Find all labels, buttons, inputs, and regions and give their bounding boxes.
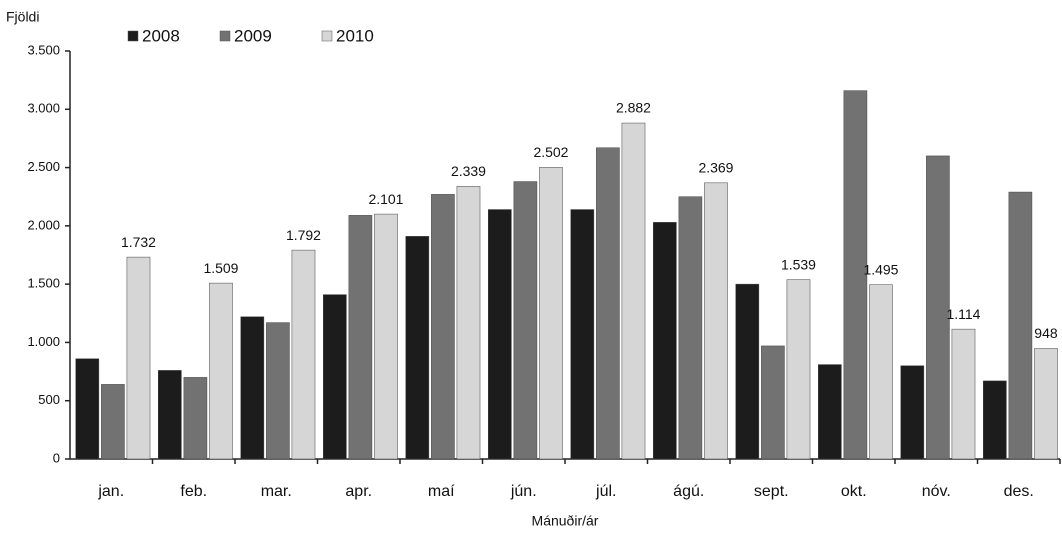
bar <box>323 294 347 460</box>
legend-swatch <box>127 30 139 42</box>
bar <box>786 279 811 460</box>
x-tick-label: maí <box>428 483 455 500</box>
bar <box>843 90 868 460</box>
legend-swatch <box>219 30 231 42</box>
bar <box>1008 191 1033 460</box>
bar <box>704 182 728 460</box>
data-label: 2.882 <box>616 100 651 116</box>
y-tick-label: 3.500 <box>27 42 60 57</box>
bar <box>158 370 182 460</box>
y-tick-label: 0 <box>53 450 60 465</box>
data-label: 1.539 <box>781 256 816 272</box>
bar <box>513 181 538 460</box>
data-label: 948 <box>1034 325 1058 341</box>
bar <box>761 345 785 460</box>
data-label: 1.114 <box>946 306 980 322</box>
bar <box>75 358 100 460</box>
bar <box>101 384 125 460</box>
bar <box>621 122 646 460</box>
y-tick-label: 1.000 <box>27 334 60 349</box>
bar <box>818 364 842 460</box>
bar <box>431 194 455 460</box>
bar <box>735 283 760 460</box>
bar <box>374 213 398 460</box>
data-label: 1.792 <box>286 227 321 243</box>
bar <box>596 147 620 460</box>
data-label: 2.502 <box>533 144 568 160</box>
x-tick-label: feb. <box>180 483 207 500</box>
data-label: 1.732 <box>121 234 156 250</box>
data-label: 1.495 <box>863 261 898 277</box>
bar <box>869 284 893 460</box>
bar <box>405 236 430 460</box>
y-tick-label: 1.500 <box>27 276 60 291</box>
bar <box>348 215 373 460</box>
legend-label: 2008 <box>142 26 180 45</box>
y-axis-label: Fjöldi <box>6 9 39 25</box>
y-tick-label: 2.500 <box>27 159 60 174</box>
x-tick-label: okt. <box>841 483 867 500</box>
legend-swatch <box>321 30 333 42</box>
bar <box>266 322 290 460</box>
x-tick-label: sept. <box>754 483 789 500</box>
bar <box>126 256 151 460</box>
x-axis-label: Mánuðir/ár <box>532 513 599 529</box>
bar <box>951 328 976 460</box>
bar <box>678 196 703 460</box>
bar <box>183 377 208 460</box>
bar <box>653 222 677 460</box>
bar <box>240 316 265 460</box>
y-tick-label: 3.000 <box>27 101 60 116</box>
y-tick-label: 2.000 <box>27 217 60 232</box>
x-tick-label: jan. <box>97 483 124 500</box>
data-label: 2.339 <box>451 163 486 179</box>
legend-label: 2010 <box>336 26 374 45</box>
bar <box>926 155 950 460</box>
x-tick-label: jún. <box>510 483 537 500</box>
bar <box>291 249 316 460</box>
bar <box>488 209 512 460</box>
bar <box>1034 348 1058 460</box>
x-tick-label: apr. <box>345 483 372 500</box>
bar <box>900 365 925 460</box>
data-label: 2.369 <box>698 160 733 176</box>
data-label: 1.509 <box>203 260 238 276</box>
legend-label: 2009 <box>234 26 272 45</box>
x-tick-label: des. <box>1004 483 1034 500</box>
bar <box>209 282 233 460</box>
bar <box>456 186 481 460</box>
x-tick-label: júl. <box>595 483 616 500</box>
bar <box>983 380 1007 460</box>
x-tick-label: mar. <box>261 483 292 500</box>
data-label: 2.101 <box>368 191 403 207</box>
bar <box>539 167 563 460</box>
x-tick-label: nóv. <box>922 483 951 500</box>
y-tick-label: 500 <box>38 392 60 407</box>
x-tick-label: ágú. <box>673 483 704 500</box>
bar <box>570 209 595 460</box>
